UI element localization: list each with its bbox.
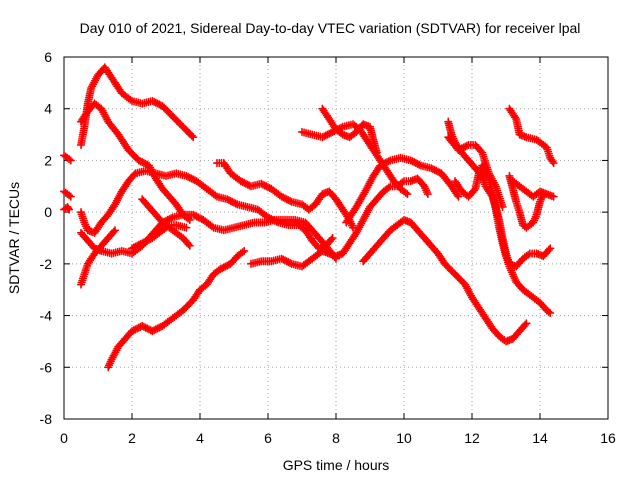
series-5 bbox=[76, 63, 198, 150]
x-tick-label: 16 bbox=[600, 430, 616, 446]
data-point bbox=[549, 192, 558, 201]
x-tick-label: 2 bbox=[128, 430, 136, 446]
series-17 bbox=[359, 215, 531, 346]
data-point bbox=[549, 158, 558, 168]
series-11 bbox=[127, 220, 191, 253]
data-point bbox=[328, 233, 337, 243]
y-tick-labels: -8 -6 -4 -2 0 2 4 6 bbox=[40, 49, 53, 427]
x-tick-label: 0 bbox=[60, 430, 68, 446]
series-9 bbox=[104, 246, 249, 372]
y-tick-label: -4 bbox=[40, 308, 53, 324]
data-point bbox=[110, 226, 120, 235]
series-15 bbox=[318, 104, 381, 157]
y-tick-label: 0 bbox=[44, 204, 52, 220]
x-tick-label: 12 bbox=[464, 430, 480, 446]
x-tick-label: 14 bbox=[532, 430, 548, 446]
axis-ticks bbox=[63, 56, 609, 420]
data-point bbox=[66, 192, 75, 201]
series-3 bbox=[59, 202, 74, 214]
data-point bbox=[182, 223, 191, 232]
series-2 bbox=[59, 187, 75, 201]
y-tick-label: 6 bbox=[44, 49, 52, 65]
series-13 bbox=[246, 174, 432, 271]
data-point bbox=[546, 244, 555, 253]
chart-title: Day 010 of 2021, Sidereal Day-to-day VTE… bbox=[80, 20, 581, 36]
data-point bbox=[66, 156, 75, 165]
x-tick-label: 8 bbox=[332, 430, 340, 446]
data-point bbox=[64, 204, 73, 213]
series-12 bbox=[212, 158, 358, 232]
data-point bbox=[185, 241, 194, 250]
y-tick-label: 2 bbox=[44, 152, 52, 168]
data-point bbox=[546, 308, 555, 318]
data-point bbox=[240, 246, 249, 256]
series-7 bbox=[76, 210, 341, 263]
series-16 bbox=[342, 153, 463, 227]
series-6 bbox=[76, 166, 337, 253]
series-1 bbox=[59, 151, 75, 165]
x-tick-labels: 0 2 4 6 8 10 12 14 16 bbox=[60, 430, 616, 446]
series-20 bbox=[450, 161, 555, 318]
y-axis-label: SDTVAR / TECUs bbox=[6, 182, 22, 294]
data-point bbox=[403, 189, 412, 199]
data-point bbox=[498, 202, 507, 212]
y-tick-label: 4 bbox=[44, 101, 52, 117]
data-point bbox=[372, 148, 381, 157]
y-tick-label: -6 bbox=[40, 359, 53, 375]
series-21 bbox=[505, 171, 548, 232]
x-tick-label: 4 bbox=[196, 430, 204, 446]
series-22 bbox=[505, 104, 558, 168]
series-8 bbox=[76, 226, 120, 289]
series-4 bbox=[76, 99, 194, 224]
series-23 bbox=[508, 177, 558, 201]
x-tick-label: 6 bbox=[264, 430, 272, 446]
y-tick-label: -8 bbox=[40, 411, 53, 427]
grid bbox=[64, 57, 608, 419]
data-point bbox=[454, 192, 463, 201]
y-tick-label: -2 bbox=[40, 256, 53, 272]
data-point bbox=[65, 205, 74, 214]
series-group bbox=[59, 63, 558, 372]
data-point bbox=[522, 319, 531, 328]
data-point bbox=[423, 189, 432, 199]
x-tick-label: 10 bbox=[396, 430, 412, 446]
data-point bbox=[189, 133, 198, 142]
data-point bbox=[348, 223, 358, 232]
x-axis-label: GPS time / hours bbox=[283, 457, 390, 473]
